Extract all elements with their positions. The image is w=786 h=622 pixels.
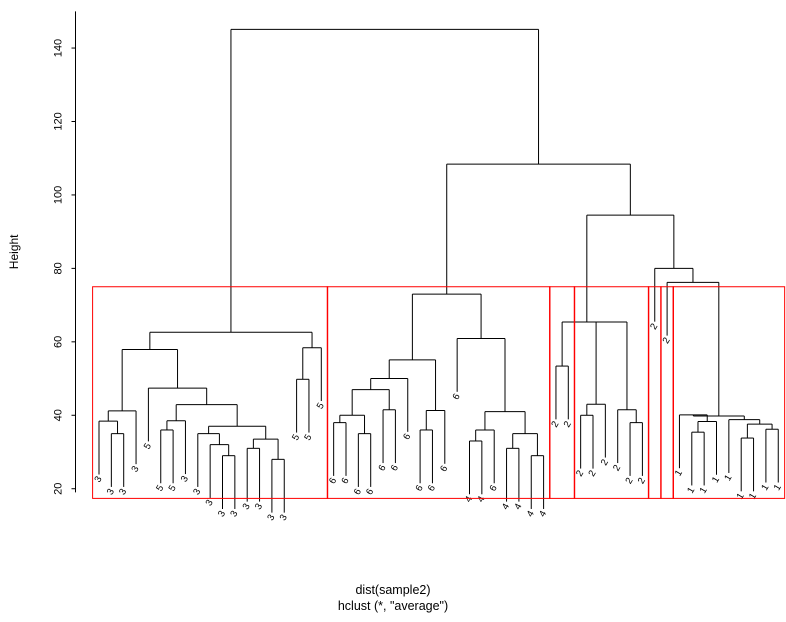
svg-text:6: 6 (339, 476, 351, 486)
svg-text:2: 2 (611, 463, 623, 473)
svg-text:5: 5 (142, 441, 154, 451)
svg-text:3: 3 (204, 498, 216, 508)
svg-text:40: 40 (53, 409, 65, 421)
svg-text:120: 120 (53, 112, 65, 130)
svg-text:5: 5 (290, 433, 302, 443)
svg-text:5: 5 (302, 433, 314, 443)
svg-text:2: 2 (599, 458, 611, 468)
svg-text:140: 140 (53, 39, 65, 57)
svg-text:2: 2 (586, 469, 598, 479)
svg-text:3: 3 (241, 502, 253, 512)
svg-text:3: 3 (228, 509, 240, 519)
svg-text:5: 5 (167, 483, 179, 493)
svg-text:1: 1 (698, 485, 710, 495)
svg-text:4: 4 (537, 509, 549, 519)
svg-text:6: 6 (414, 483, 426, 493)
svg-text:1: 1 (772, 483, 784, 493)
svg-text:2: 2 (574, 469, 586, 479)
svg-text:3: 3 (216, 509, 228, 519)
svg-text:1: 1 (735, 491, 747, 501)
svg-text:3: 3 (191, 487, 203, 497)
svg-text:6: 6 (376, 463, 388, 473)
svg-text:2: 2 (636, 476, 648, 486)
svg-text:3: 3 (179, 474, 191, 484)
svg-text:1: 1 (710, 475, 722, 485)
svg-text:80: 80 (53, 262, 65, 274)
svg-text:1: 1 (685, 485, 697, 495)
svg-text:6: 6 (352, 487, 364, 497)
svg-text:4: 4 (475, 494, 487, 504)
svg-text:6: 6 (401, 432, 413, 442)
svg-text:3: 3 (278, 513, 290, 523)
svg-text:1: 1 (673, 468, 685, 478)
svg-text:2: 2 (549, 419, 561, 429)
svg-text:6: 6 (327, 476, 339, 486)
svg-text:3: 3 (92, 474, 104, 484)
svg-text:60: 60 (53, 336, 65, 348)
svg-text:6: 6 (438, 464, 450, 474)
svg-text:6: 6 (488, 483, 500, 493)
svg-text:3: 3 (105, 487, 117, 497)
svg-text:Height: Height (7, 234, 21, 269)
svg-text:20: 20 (53, 483, 65, 495)
svg-text:2: 2 (623, 476, 635, 486)
svg-text:3: 3 (253, 502, 265, 512)
svg-text:4: 4 (512, 502, 524, 512)
svg-text:3: 3 (129, 464, 141, 474)
svg-text:5: 5 (154, 483, 166, 493)
svg-text:1: 1 (747, 491, 759, 501)
svg-text:2: 2 (562, 419, 574, 429)
svg-text:2: 2 (661, 336, 673, 346)
svg-text:6: 6 (426, 483, 438, 493)
svg-text:100: 100 (53, 186, 65, 204)
svg-text:5: 5 (315, 401, 327, 411)
svg-text:1: 1 (759, 483, 771, 493)
svg-text:6: 6 (451, 392, 463, 402)
svg-text:4: 4 (525, 509, 537, 519)
svg-text:1: 1 (722, 473, 734, 483)
svg-text:4: 4 (463, 494, 475, 504)
svg-text:6: 6 (364, 487, 376, 497)
svg-text:3: 3 (265, 513, 277, 523)
svg-text:2: 2 (648, 322, 660, 332)
svg-text:4: 4 (500, 502, 512, 512)
svg-text:3: 3 (117, 487, 129, 497)
svg-text:6: 6 (389, 463, 401, 473)
